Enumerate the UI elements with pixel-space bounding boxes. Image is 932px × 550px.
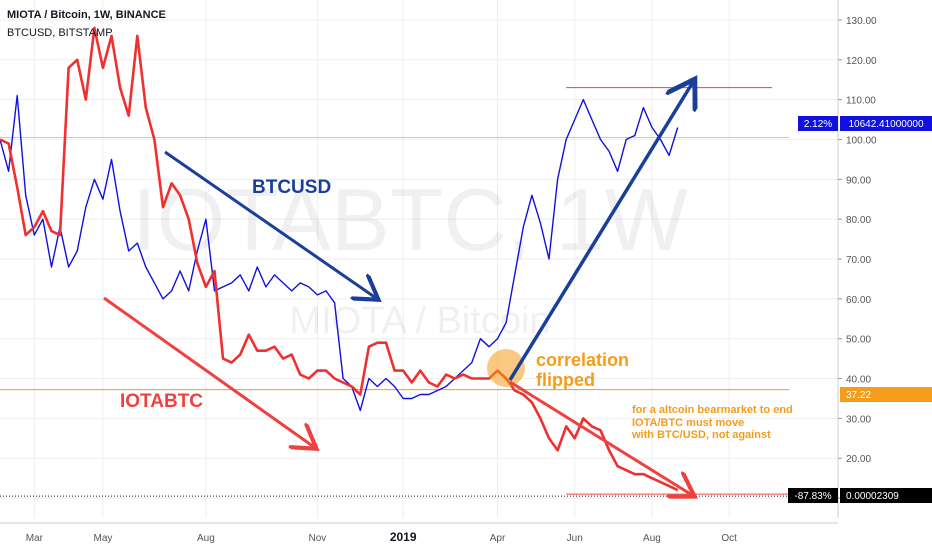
y-tick-label-10: 110.00 (846, 96, 876, 107)
x-tick-label-8: Oct (721, 533, 737, 544)
btcusd-trend-arrow (164, 150, 376, 298)
blue-pct-tag: 2.12% (804, 119, 832, 130)
watermark-small: MIOTA / Bitcoin (289, 300, 550, 342)
note-line3: with BTC/USD, not against (631, 429, 771, 441)
correlation-highlight (487, 349, 525, 387)
y-tick-label-3: 40.00 (846, 375, 871, 386)
series-line-iotabtc (0, 26, 679, 492)
x-tick-label-6: Jun (567, 533, 583, 544)
watermark: IOTABTC, 1W MIOTA / Bitcoin (132, 170, 688, 342)
x-tick-label-7: Aug (643, 533, 661, 544)
iotabtc-down-arrow (509, 380, 692, 495)
blue-value-tag-bg (840, 116, 932, 131)
x-tick-label-3: Nov (308, 533, 326, 544)
y-tick-label-9: 100.00 (846, 135, 877, 146)
y-tick-label-5: 60.00 (846, 295, 871, 306)
btcusd-up-arrow (508, 82, 693, 381)
x-tick-label-5: Apr (490, 533, 506, 544)
correlation-label-line1: correlation (536, 350, 629, 370)
correlation-label-line2: flipped (536, 370, 595, 390)
y-tick-label-6: 70.00 (846, 255, 871, 266)
x-tick-label-4: 2019 (390, 530, 417, 544)
orange-value-tag: 37.22 (846, 390, 871, 401)
series-layer (0, 26, 679, 492)
iotabtc-trend-arrow (103, 296, 314, 447)
blue-value-tag: 10642.41000000 (848, 119, 924, 130)
x-tick-label-1: May (93, 533, 112, 544)
y-tick-label-7: 80.00 (846, 215, 871, 226)
black-value-tag: 0.00002309 (846, 491, 899, 502)
series-line-btcusd (0, 94, 679, 412)
y-tick-label-1: 20.00 (846, 454, 871, 465)
btcusd-label: BTCUSD (252, 177, 331, 198)
note-line2: IOTA/BTC must move (632, 417, 744, 429)
x-tick-label-0: Mar (26, 533, 44, 544)
y-tick-label-8: 90.00 (846, 175, 871, 186)
y-axis: 10.0020.0030.0040.0050.0060.0070.0080.00… (837, 0, 877, 518)
x-axis: Mar May Aug Nov 2019 Apr Jun Aug Oct (0, 522, 838, 544)
black-pct-tag-bg (788, 488, 838, 503)
iotabtc-label: IOTABTC (120, 391, 203, 412)
blue-pct-tag-bg (798, 116, 838, 131)
drawing-annotations: BTCUSD IOTABTC correlation flipped for a… (103, 82, 793, 495)
y-tick-label-11: 120.00 (846, 56, 877, 67)
y-tick-label-12: 130.00 (846, 16, 877, 27)
black-value-tag-bg (840, 488, 932, 503)
note-line1: for a altcoin bearmarket to end (632, 404, 793, 416)
chart-title: MIOTA / Bitcoin, 1W, BINANCE (7, 9, 166, 21)
black-pct-tag: -87.83% (794, 491, 831, 502)
price-tags: 2.12% 10642.41000000 37.22 -87.83% 0.000… (788, 116, 932, 503)
chart-subtitle: BTCUSD, BITSTAMP (7, 27, 113, 39)
watermark-big: IOTABTC, 1W (132, 170, 688, 269)
orange-value-tag-bg (840, 387, 932, 402)
x-tick-label-2: Aug (197, 533, 215, 544)
y-tick-label-2: 30.00 (846, 414, 871, 425)
y-tick-label-4: 50.00 (846, 335, 871, 346)
